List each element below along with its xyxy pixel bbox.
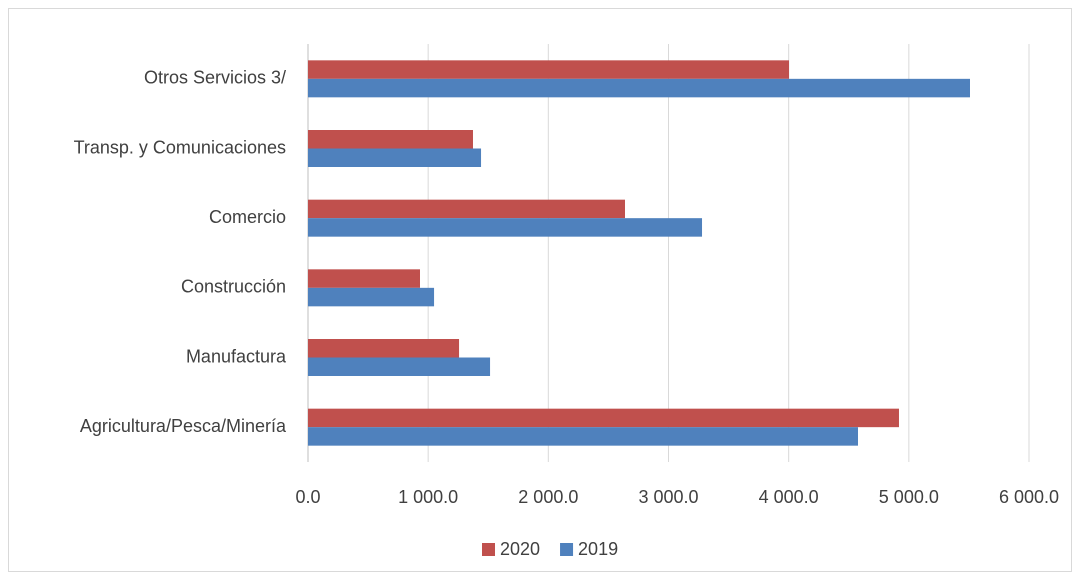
x-tick-label: 1 000.0 bbox=[398, 487, 458, 507]
x-tick-label: 2 000.0 bbox=[518, 487, 578, 507]
x-tick-label: 4 000.0 bbox=[759, 487, 819, 507]
chart-frame bbox=[8, 8, 1072, 572]
x-tick-label: 0.0 bbox=[295, 487, 320, 507]
y-tick-label: Construcción bbox=[181, 277, 286, 297]
bar bbox=[308, 287, 435, 307]
x-tick-label: 5 000.0 bbox=[879, 487, 939, 507]
bar bbox=[308, 339, 460, 358]
y-tick-label: Comercio bbox=[209, 207, 286, 227]
bar bbox=[308, 60, 790, 79]
y-tick-label: Manufactura bbox=[186, 346, 287, 366]
bar bbox=[308, 357, 491, 376]
bar bbox=[308, 408, 899, 428]
bar bbox=[308, 269, 420, 288]
bar bbox=[308, 427, 859, 446]
bar bbox=[308, 130, 473, 149]
legend-swatch bbox=[560, 543, 574, 556]
legend-label: 2019 bbox=[578, 539, 618, 559]
x-tick-label: 6 000.0 bbox=[999, 487, 1059, 507]
legend-label: 2020 bbox=[500, 539, 540, 559]
y-tick-label: Otros Servicios 3/ bbox=[144, 68, 286, 88]
bar bbox=[308, 218, 703, 237]
y-tick-label: Transp. y Comunicaciones bbox=[74, 137, 286, 157]
legend-swatch bbox=[482, 543, 495, 556]
bar bbox=[308, 199, 625, 219]
bar bbox=[308, 148, 482, 167]
bar bbox=[308, 78, 970, 98]
y-tick-label: Agricultura/Pesca/Minería bbox=[80, 416, 287, 436]
x-tick-label: 3 000.0 bbox=[638, 487, 698, 507]
